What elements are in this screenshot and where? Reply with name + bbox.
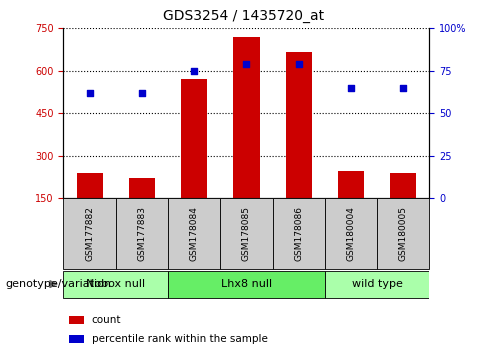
Point bbox=[138, 90, 146, 96]
Text: count: count bbox=[92, 315, 121, 325]
Text: GSM178085: GSM178085 bbox=[242, 206, 251, 261]
Point bbox=[347, 85, 355, 91]
Bar bbox=[233, 37, 260, 198]
Point bbox=[190, 68, 198, 74]
Bar bbox=[338, 171, 364, 198]
Text: GSM180004: GSM180004 bbox=[346, 206, 356, 261]
Text: GSM180005: GSM180005 bbox=[399, 206, 408, 261]
Bar bbox=[168, 198, 220, 269]
Bar bbox=[168, 270, 325, 298]
Text: GSM177883: GSM177883 bbox=[137, 206, 146, 261]
Point bbox=[86, 90, 94, 96]
Bar bbox=[325, 198, 377, 269]
Text: genotype/variation: genotype/variation bbox=[5, 279, 111, 289]
Bar bbox=[390, 173, 416, 198]
Text: Lhx8 null: Lhx8 null bbox=[221, 279, 272, 289]
Bar bbox=[377, 198, 429, 269]
Bar bbox=[63, 198, 116, 269]
Bar bbox=[77, 173, 102, 198]
Bar bbox=[181, 79, 207, 198]
Bar bbox=[285, 52, 312, 198]
Bar bbox=[63, 270, 168, 298]
Text: Nobox null: Nobox null bbox=[86, 279, 145, 289]
Bar bbox=[129, 178, 155, 198]
Bar bbox=[116, 198, 168, 269]
Text: GSM177882: GSM177882 bbox=[85, 206, 94, 261]
Point bbox=[243, 61, 250, 67]
Text: percentile rank within the sample: percentile rank within the sample bbox=[92, 334, 267, 344]
Bar bbox=[273, 198, 325, 269]
Bar bbox=[220, 198, 273, 269]
Point bbox=[399, 85, 407, 91]
Text: GSM178084: GSM178084 bbox=[190, 206, 199, 261]
Text: wild type: wild type bbox=[352, 279, 403, 289]
Bar bbox=[68, 316, 84, 324]
Bar bbox=[68, 335, 84, 343]
Text: GDS3254 / 1435720_at: GDS3254 / 1435720_at bbox=[163, 9, 325, 23]
Text: GSM178086: GSM178086 bbox=[294, 206, 303, 261]
Point bbox=[295, 61, 303, 67]
Bar bbox=[325, 270, 429, 298]
